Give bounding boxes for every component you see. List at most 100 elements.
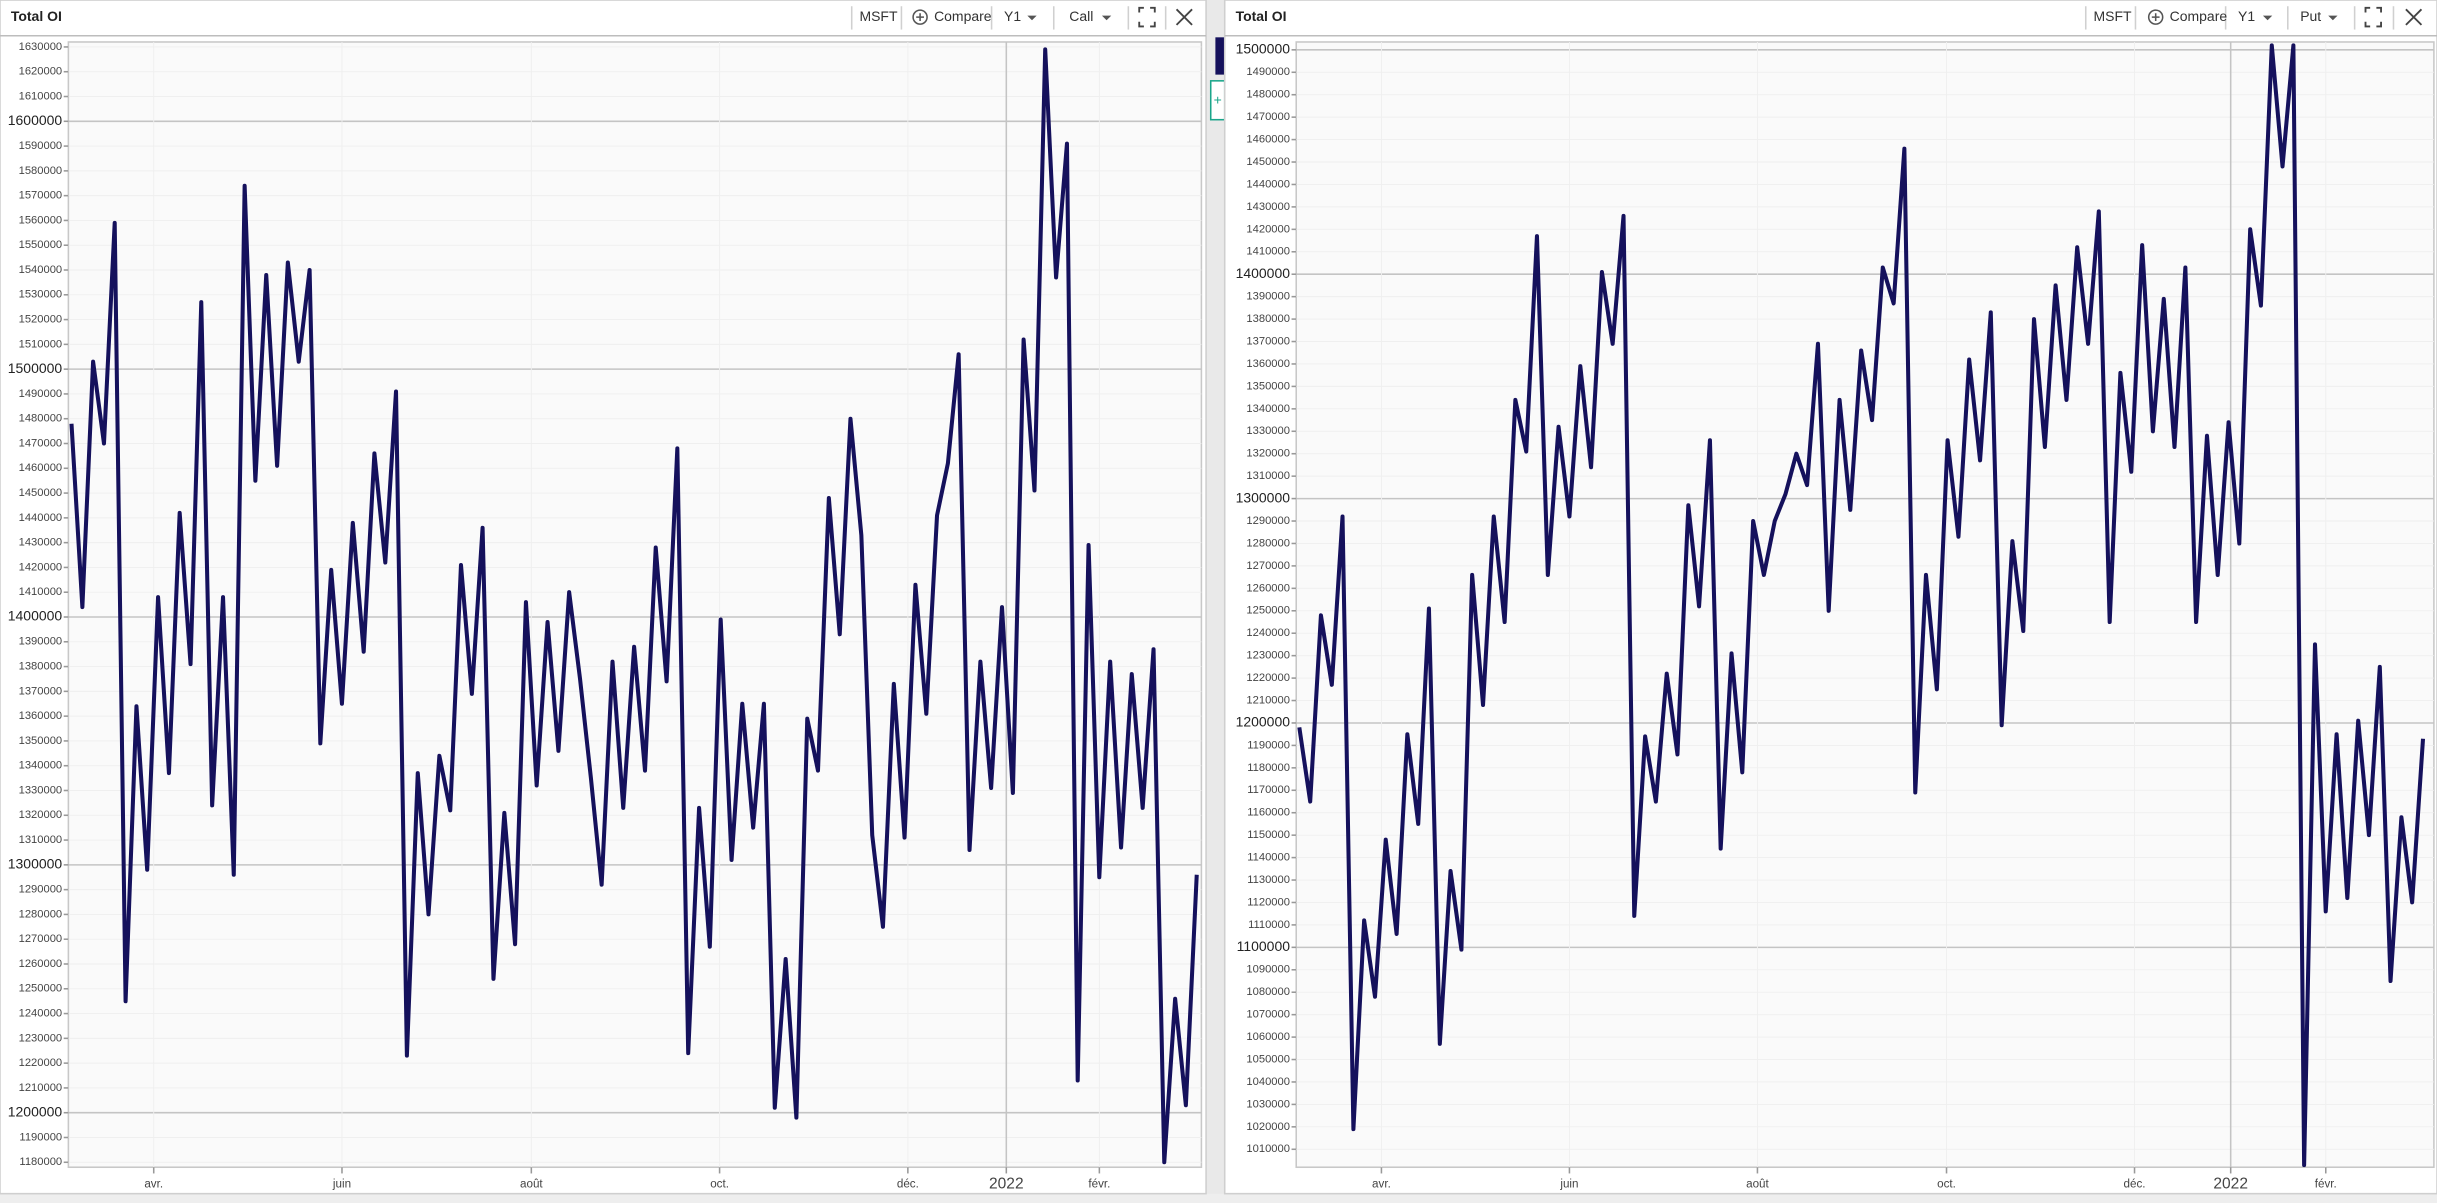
y-tick-label: 1340000 [19, 760, 63, 772]
x-tick-label: oct. [1937, 1177, 1956, 1190]
y-tick-label: 1410000 [1246, 246, 1290, 258]
y-tick-label: 1310000 [19, 834, 63, 846]
y-tick-label: 1220000 [19, 1057, 63, 1069]
y-tick-label: 1190000 [19, 1131, 62, 1143]
y-tick-label: 1500000 [1236, 41, 1291, 57]
y-tick-label: 1370000 [1246, 335, 1290, 347]
panel-title: Total OI [11, 8, 62, 24]
y-tick-label: 1480000 [1246, 89, 1290, 101]
x-tick-label: déc. [2124, 1177, 2146, 1190]
y-tick-label: 1500000 [8, 360, 63, 376]
dropdown-arrow[interactable] [2328, 15, 2338, 21]
y-tick-label: 1310000 [1246, 470, 1290, 482]
y-tick-label: 1100000 [1237, 938, 1291, 954]
y-tick-label: 1210000 [1246, 694, 1290, 706]
y-tick-label: 1360000 [19, 710, 63, 722]
y-tick-label: 1290000 [19, 884, 63, 896]
y-tick-label: 1460000 [19, 462, 63, 474]
y-tick-label: 1600000 [8, 112, 63, 128]
y-tick-label: 1270000 [1246, 560, 1290, 572]
close-icon[interactable] [2405, 8, 2423, 26]
y-tick-label: 1330000 [1246, 425, 1290, 437]
y-tick-label: 1320000 [19, 809, 63, 821]
dropdown-arrow[interactable] [2262, 15, 2273, 21]
y-tick-label: 1390000 [19, 636, 63, 648]
add-icon[interactable]: + [1214, 92, 1222, 108]
y-tick-label: 1370000 [19, 685, 63, 697]
y-tick-label: 1610000 [19, 90, 63, 102]
toolbar-item[interactable]: Put [2300, 8, 2321, 24]
toolbar-item[interactable]: Y1 [2238, 8, 2255, 24]
y-tick-label: 1570000 [19, 190, 63, 202]
compare-plus[interactable] [916, 13, 924, 22]
x-tick-label: juin [332, 1177, 351, 1190]
y-tick-label: 1210000 [19, 1082, 63, 1094]
compare-icon[interactable] [912, 9, 928, 25]
expand-icon[interactable] [1138, 6, 1156, 28]
y-tick-label: 1270000 [19, 933, 63, 945]
y-tick-label: 1230000 [19, 1032, 63, 1044]
y-tick-label: 1040000 [1246, 1076, 1290, 1088]
y-tick-label: 1620000 [19, 66, 63, 78]
y-tick-label: 1050000 [1246, 1053, 1290, 1065]
y-tick-label: 1350000 [19, 735, 63, 747]
y-tick-label: 1200000 [8, 1103, 63, 1119]
side-tab[interactable] [1215, 37, 1225, 75]
y-tick-label: 1450000 [19, 487, 63, 499]
y-tick-label: 1280000 [19, 908, 63, 920]
dropdown-arrow[interactable] [1027, 15, 1037, 21]
toolbar-item[interactable]: Compare [2170, 8, 2228, 24]
y-tick-label: 1580000 [19, 165, 63, 177]
x-tick-label: août [520, 1177, 543, 1190]
toolbar-item[interactable]: MSFT [2094, 8, 2132, 24]
y-tick-label: 1180000 [1247, 762, 1290, 774]
x-tick-label: févr. [2315, 1177, 2337, 1190]
y-tick-label: 1520000 [19, 314, 63, 326]
series-line [69, 47, 1199, 1165]
y-tick-label: 1590000 [19, 140, 63, 152]
y-tick-label: 1110000 [1248, 919, 1290, 931]
y-tick-label: 1360000 [1246, 358, 1290, 370]
y-tick-label: 1440000 [1246, 178, 1290, 190]
y-tick-label: 1550000 [19, 239, 63, 251]
y-tick-label: 1240000 [1246, 627, 1290, 639]
y-tick-label: 1400000 [8, 608, 63, 624]
y-tick-label: 1140000 [1247, 852, 1290, 864]
y-tick-label: 1380000 [1246, 313, 1290, 325]
toolbar-item[interactable]: Y1 [1004, 8, 1021, 24]
y-tick-label: 1150000 [1247, 829, 1290, 841]
series-line [1297, 43, 2426, 1168]
y-tick-label: 1180000 [19, 1156, 62, 1168]
toolbar-item[interactable]: Compare [934, 8, 992, 24]
y-tick-label: 1480000 [19, 413, 63, 425]
splitter [1206, 0, 1225, 1203]
y-tick-label: 1200000 [1236, 714, 1291, 730]
x-tick-label: août [1746, 1177, 1769, 1190]
compare-plus[interactable] [2151, 13, 2160, 22]
toolbar-item[interactable]: MSFT [859, 8, 897, 24]
x-tick-label: avr. [1372, 1177, 1391, 1190]
y-tick-label: 1340000 [1246, 403, 1290, 415]
y-tick-label: 1010000 [1246, 1143, 1290, 1155]
expand-icon[interactable] [2364, 6, 2382, 28]
y-tick-label: 1420000 [19, 561, 63, 573]
y-tick-label: 1390000 [1246, 291, 1290, 303]
y-tick-label: 1030000 [1246, 1098, 1290, 1110]
y-tick-label: 1380000 [19, 661, 63, 673]
x-tick-label: juin [1559, 1177, 1578, 1190]
y-tick-label: 1630000 [19, 41, 63, 53]
y-tick-label: 1400000 [1236, 265, 1291, 281]
x-tick-label: oct. [710, 1177, 729, 1190]
compare-icon[interactable] [2147, 9, 2164, 25]
y-tick-label: 1330000 [19, 784, 63, 796]
close-icon[interactable] [1175, 8, 1193, 26]
y-tick-label: 1530000 [19, 289, 63, 301]
x-tick-label: 2022 [2213, 1175, 2248, 1192]
y-tick-label: 1560000 [19, 214, 63, 226]
y-tick-label: 1320000 [1246, 448, 1290, 460]
y-tick-label: 1290000 [1246, 515, 1290, 527]
dropdown-arrow[interactable] [1101, 15, 1112, 21]
toolbar-item[interactable]: Call [1069, 8, 1093, 24]
y-tick-label: 1470000 [19, 437, 63, 449]
x-tick-label: févr. [1088, 1177, 1110, 1190]
